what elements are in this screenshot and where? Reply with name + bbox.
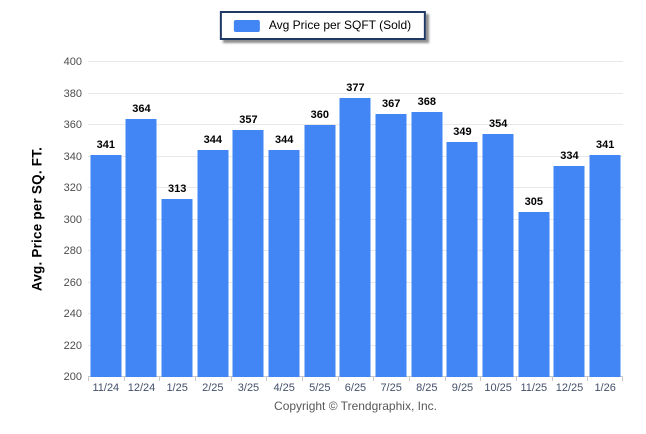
bar-2/25 bbox=[197, 150, 229, 377]
value-label-10/25: 354 bbox=[488, 118, 508, 131]
legend-swatch-icon bbox=[233, 19, 260, 32]
x-tick-label-3/25: 3/25 bbox=[237, 382, 260, 394]
value-label-3/25: 357 bbox=[239, 113, 258, 126]
y-tick-label-400: 400 bbox=[63, 56, 82, 68]
x-axis-tick bbox=[88, 377, 89, 381]
value-label-1/25: 313 bbox=[167, 183, 187, 196]
bar-slot-4/25: 344 bbox=[266, 62, 302, 377]
y-tick-label-320: 320 bbox=[63, 182, 82, 194]
legend-label: Avg Price per SQFT (Sold) bbox=[268, 18, 412, 32]
bar-1/26 bbox=[589, 154, 621, 377]
value-label-1/26: 341 bbox=[595, 138, 615, 151]
y-tick-label-200: 200 bbox=[63, 371, 82, 383]
value-label-8/25: 368 bbox=[417, 96, 437, 109]
x-axis-tick bbox=[622, 377, 623, 381]
value-label-12/24: 364 bbox=[132, 102, 151, 115]
bar-slot-11/24: 341 bbox=[88, 62, 124, 377]
bar-slot-6/25: 377 bbox=[338, 62, 374, 377]
gridline-400 bbox=[88, 61, 623, 62]
x-axis-tick bbox=[409, 377, 410, 381]
x-axis-tick bbox=[195, 377, 196, 381]
bar-7/25 bbox=[375, 113, 407, 377]
x-axis-ticks bbox=[88, 377, 623, 382]
value-label-2/25: 344 bbox=[203, 134, 223, 147]
bar-6/25 bbox=[339, 98, 371, 377]
value-label-11/25: 305 bbox=[524, 195, 544, 208]
x-axis-tick bbox=[551, 377, 553, 381]
bar-slot-12/25: 334 bbox=[552, 62, 588, 377]
bar-1/25 bbox=[161, 199, 193, 377]
bar-9/25 bbox=[446, 142, 478, 377]
bar-8/25 bbox=[411, 112, 443, 377]
x-axis-tick bbox=[444, 377, 446, 381]
bar-slot-8/25: 368 bbox=[409, 62, 445, 377]
bar-12/25 bbox=[553, 165, 585, 377]
bar-slot-2/25: 344 bbox=[195, 62, 231, 377]
bar-4/25 bbox=[268, 150, 300, 377]
bar-slot-11/25: 305 bbox=[516, 62, 552, 377]
x-tick-label-5/25: 5/25 bbox=[309, 382, 331, 394]
x-axis-tick bbox=[159, 377, 161, 381]
bar-11/25 bbox=[518, 211, 550, 377]
value-label-4/25: 344 bbox=[274, 134, 294, 147]
x-tick-label-6/25: 6/25 bbox=[344, 382, 367, 394]
legend: Avg Price per SQFT (Sold) bbox=[219, 11, 427, 40]
x-tick-label-11/24: 11/24 bbox=[92, 382, 120, 394]
bar-12/24 bbox=[125, 118, 157, 377]
x-axis-tick bbox=[302, 377, 303, 381]
bar-series: 341 364 313 344 357 344 360 377 367 368 349 354 305 3… bbox=[88, 62, 623, 377]
value-label-6/25: 377 bbox=[346, 82, 365, 95]
bar-slot-3/25: 357 bbox=[231, 62, 267, 377]
x-axis-tick bbox=[373, 377, 375, 381]
y-tick-label-240: 240 bbox=[63, 308, 82, 320]
value-label-11/24: 341 bbox=[96, 138, 116, 151]
y-tick-label-300: 300 bbox=[63, 213, 82, 226]
x-tick-label-4/25: 4/25 bbox=[273, 382, 295, 394]
bar-10/25 bbox=[482, 134, 514, 377]
value-label-12/25: 334 bbox=[560, 149, 579, 162]
y-tick-label-360: 360 bbox=[63, 119, 82, 131]
x-axis-tick bbox=[587, 377, 589, 381]
y-tick-label-220: 220 bbox=[63, 339, 82, 352]
y-axis-tick-labels: 200 220 240 260 280 300 320 340 360 380 400 bbox=[40, 56, 82, 383]
x-axis-tick bbox=[230, 377, 232, 381]
x-axis-tick bbox=[123, 377, 125, 381]
y-tick-label-340: 340 bbox=[63, 150, 82, 163]
y-tick-label-380: 380 bbox=[63, 87, 82, 100]
plot-area: 341 364 313 344 357 344 360 377 367 368 349 354 305 3… bbox=[88, 61, 623, 377]
x-tick-label-7/25: 7/25 bbox=[380, 382, 402, 394]
value-label-9/25: 349 bbox=[453, 126, 472, 139]
x-tick-label-1/25: 1/25 bbox=[166, 382, 188, 394]
x-tick-label-8/25: 8/25 bbox=[416, 382, 438, 394]
bar-slot-7/25: 367 bbox=[373, 62, 409, 377]
x-tick-label-11/25: 11/25 bbox=[520, 382, 548, 394]
bar-3/25 bbox=[232, 129, 264, 377]
y-tick-label-280: 280 bbox=[63, 245, 82, 257]
bar-slot-5/25: 360 bbox=[302, 62, 338, 377]
bar-slot-1/26: 341 bbox=[587, 62, 623, 377]
y-tick-label-260: 260 bbox=[63, 276, 82, 289]
gridline-380 bbox=[88, 92, 623, 94]
bar-slot-10/25: 354 bbox=[480, 62, 516, 377]
x-tick-label-9/25: 9/25 bbox=[451, 382, 474, 394]
bar-slot-1/25: 313 bbox=[159, 62, 195, 377]
x-tick-label-12/24: 12/24 bbox=[127, 382, 156, 394]
x-axis-tick bbox=[337, 377, 339, 381]
bar-slot-9/25: 349 bbox=[445, 62, 481, 377]
x-tick-label-10/25: 10/25 bbox=[484, 382, 512, 394]
x-tick-label-1/26: 1/26 bbox=[594, 382, 616, 394]
value-label-5/25: 360 bbox=[310, 109, 330, 121]
x-axis-tick bbox=[266, 377, 268, 381]
x-axis-tick bbox=[516, 377, 517, 381]
bar-11/24 bbox=[90, 154, 122, 377]
x-tick-label-12/25: 12/25 bbox=[555, 382, 584, 394]
copyright-text: Copyright © Trendgraphix, Inc. bbox=[274, 399, 437, 413]
bar-5/25 bbox=[304, 125, 336, 377]
x-axis-tick-labels: 11/24 12/24 1/25 2/25 3/25 4/25 5/25 6/25 7/25 8/… bbox=[88, 382, 623, 396]
bar-slot-12/24: 364 bbox=[124, 62, 160, 377]
value-label-7/25: 367 bbox=[381, 97, 401, 110]
x-axis-tick bbox=[480, 377, 482, 381]
x-tick-label-2/25: 2/25 bbox=[202, 382, 224, 394]
